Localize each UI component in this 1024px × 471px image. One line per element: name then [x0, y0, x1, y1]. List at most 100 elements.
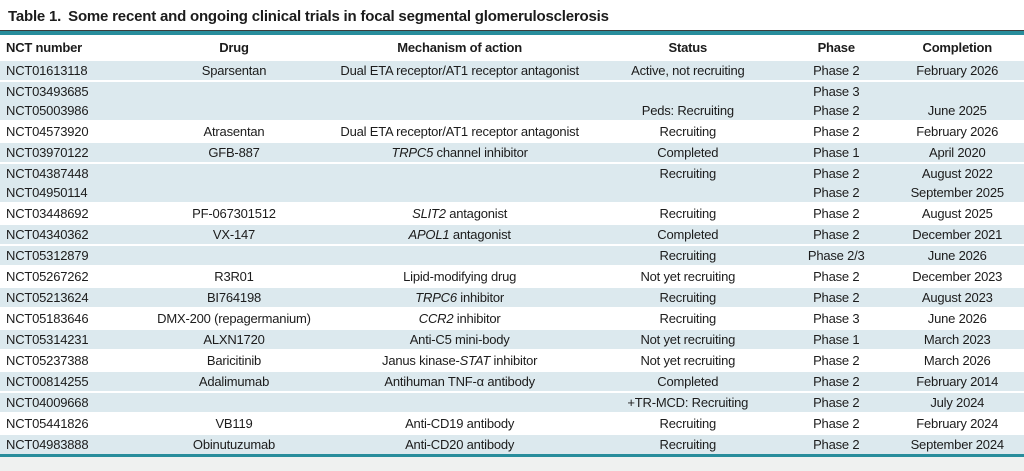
status-cell: Not yet recruiting: [594, 265, 782, 286]
mechanism-text: Antihuman TNF-α antibody: [384, 374, 535, 389]
mechanism-text: Anti-CD20 antibody: [405, 437, 514, 452]
nct-number-cell: NCT04983888: [0, 433, 142, 454]
mechanism-text: Anti-CD19 antibody: [405, 416, 514, 431]
status-cell: Recruiting: [594, 286, 782, 307]
phase-cell: Phase 2: [782, 370, 891, 391]
mechanism-text-after: channel inhibitor: [433, 145, 528, 160]
phase-cell: Phase 2: [782, 59, 891, 80]
nct-number-cell: NCT05441826: [0, 412, 142, 433]
phase-cell: Phase 2: [782, 286, 891, 307]
completion-cell: [891, 80, 1024, 101]
phase-cell: Phase 2: [782, 202, 891, 223]
nct-number-cell: NCT05183646: [0, 307, 142, 328]
mechanism-cell: [326, 183, 594, 202]
table-number: Table 1.: [8, 8, 61, 25]
nct-number-cell: NCT04009668: [0, 391, 142, 412]
nct-number-cell: NCT03448692: [0, 202, 142, 223]
phase-cell: Phase 2: [782, 391, 891, 412]
table-row: NCT04387448 Recruiting Phase 2 August 20…: [0, 162, 1024, 183]
status-cell: Recruiting: [594, 412, 782, 433]
table-caption: Table 1.Some recent and ongoing clinical…: [0, 0, 1024, 30]
mechanism-text: Anti-C5 mini-body: [410, 332, 510, 347]
table-row: NCT04983888 Obinutuzumab Anti-CD20 antib…: [0, 433, 1024, 454]
completion-cell: July 2024: [891, 391, 1024, 412]
status-cell: Completed: [594, 370, 782, 391]
status-cell: [594, 80, 782, 101]
mechanism-gene-italic: SLIT2: [412, 206, 446, 221]
table-row: NCT03970122 GFB-887 TRPC5 channel inhibi…: [0, 141, 1024, 162]
completion-cell: February 2026: [891, 59, 1024, 80]
completion-cell: February 2014: [891, 370, 1024, 391]
mechanism-cell: [326, 244, 594, 265]
table-row: NCT03493685 Phase 3: [0, 80, 1024, 101]
mechanism-cell: Janus kinase-STAT inhibitor: [326, 349, 594, 370]
phase-cell: Phase 2: [782, 433, 891, 454]
nct-number-cell: NCT05003986: [0, 101, 142, 120]
nct-number-cell: NCT04387448: [0, 162, 142, 183]
table-row: NCT05183646 DMX-200 (repagermanium) CCR2…: [0, 307, 1024, 328]
status-cell: Recruiting: [594, 244, 782, 265]
table-row: NCT04950114 Phase 2 September 2025: [0, 183, 1024, 202]
status-cell: Active, not recruiting: [594, 59, 782, 80]
mechanism-text-after: antagonist: [446, 206, 507, 221]
table-row: NCT05441826 VB119 Anti-CD19 antibody Rec…: [0, 412, 1024, 433]
nct-number-cell: NCT04573920: [0, 120, 142, 141]
nct-number-cell: NCT01613118: [0, 59, 142, 80]
column-header-completion: Completion: [891, 35, 1024, 59]
status-cell: Completed: [594, 223, 782, 244]
completion-cell: August 2023: [891, 286, 1024, 307]
mechanism-text-after: inhibitor: [457, 290, 504, 305]
status-cell: Recruiting: [594, 162, 782, 183]
mechanism-text: Dual ETA receptor/AT1 receptor antagonis…: [340, 63, 578, 78]
completion-cell: September 2025: [891, 183, 1024, 202]
phase-cell: Phase 3: [782, 307, 891, 328]
drug-cell: GFB-887: [142, 141, 325, 162]
nct-number-cell: NCT00814255: [0, 370, 142, 391]
drug-cell: R3R01: [142, 265, 325, 286]
phase-cell: Phase 2: [782, 412, 891, 433]
drug-cell: VX-147: [142, 223, 325, 244]
nct-number-cell: NCT04950114: [0, 183, 142, 202]
table-row: NCT05312879 Recruiting Phase 2/3 June 20…: [0, 244, 1024, 265]
mechanism-text: Janus kinase-: [382, 353, 460, 368]
table-row: NCT05267262 R3R01 Lipid-modifying drug N…: [0, 265, 1024, 286]
mechanism-cell: Dual ETA receptor/AT1 receptor antagonis…: [326, 120, 594, 141]
mechanism-cell: Anti-C5 mini-body: [326, 328, 594, 349]
completion-cell: March 2023: [891, 328, 1024, 349]
status-cell: Recruiting: [594, 433, 782, 454]
completion-cell: June 2025: [891, 101, 1024, 120]
completion-cell: August 2022: [891, 162, 1024, 183]
mechanism-gene-italic: APOL1: [408, 227, 449, 242]
phase-cell: Phase 2: [782, 265, 891, 286]
mechanism-text-after: inhibitor: [453, 311, 500, 326]
page-margin: [0, 457, 1024, 471]
completion-cell: December 2021: [891, 223, 1024, 244]
nct-number-cell: NCT05237388: [0, 349, 142, 370]
nct-number-cell: NCT05314231: [0, 328, 142, 349]
mechanism-cell: [326, 162, 594, 183]
table-row: NCT04573920 Atrasentan Dual ETA receptor…: [0, 120, 1024, 141]
mechanism-gene-italic: TRPC5: [392, 145, 434, 160]
phase-cell: Phase 1: [782, 328, 891, 349]
drug-cell: [142, 162, 325, 183]
mechanism-cell: Anti-CD19 antibody: [326, 412, 594, 433]
completion-cell: February 2024: [891, 412, 1024, 433]
status-cell: Peds: Recruiting: [594, 101, 782, 120]
drug-cell: DMX-200 (repagermanium): [142, 307, 325, 328]
status-cell: Recruiting: [594, 202, 782, 223]
drug-cell: Obinutuzumab: [142, 433, 325, 454]
drug-cell: [142, 80, 325, 101]
status-cell: +TR-MCD: Recruiting: [594, 391, 782, 412]
status-cell: Not yet recruiting: [594, 328, 782, 349]
drug-cell: [142, 244, 325, 265]
phase-cell: Phase 1: [782, 141, 891, 162]
table-row: NCT04009668 +TR-MCD: Recruiting Phase 2 …: [0, 391, 1024, 412]
drug-cell: [142, 183, 325, 202]
nct-number-cell: NCT03493685: [0, 80, 142, 101]
drug-cell: BI764198: [142, 286, 325, 307]
phase-cell: Phase 3: [782, 80, 891, 101]
table-header: NCT number Drug Mechanism of action Stat…: [0, 35, 1024, 59]
status-cell: [594, 183, 782, 202]
drug-cell: Baricitinib: [142, 349, 325, 370]
